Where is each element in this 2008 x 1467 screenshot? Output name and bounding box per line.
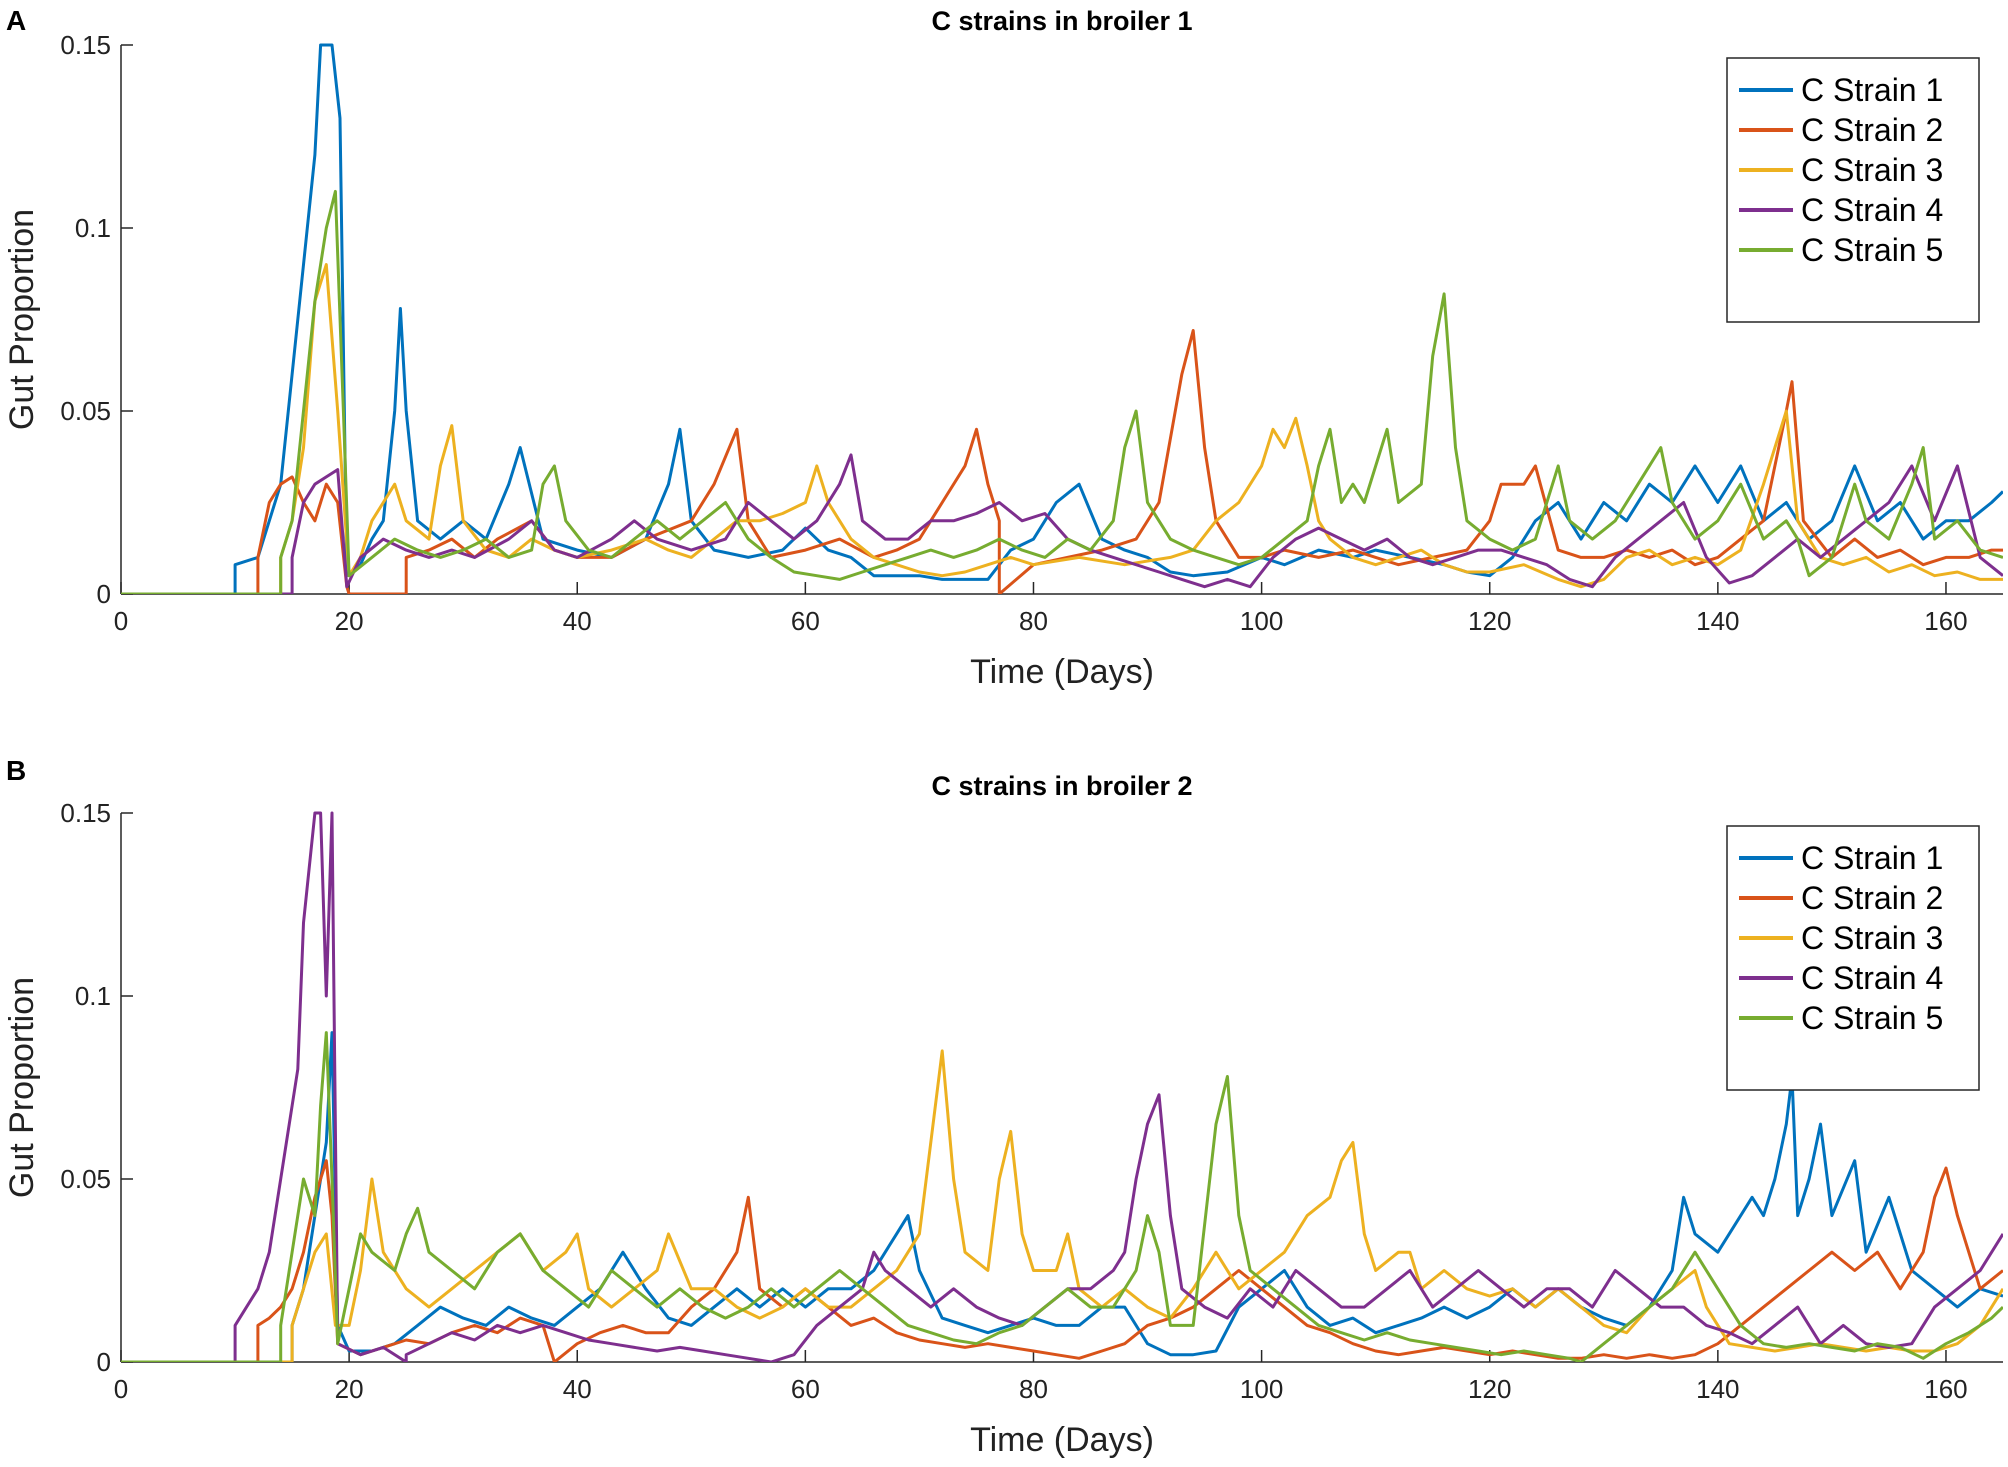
x-tick-label: 140: [1696, 606, 1739, 636]
y-tick-label: 0.15: [60, 30, 111, 60]
x-tick-label: 80: [1019, 606, 1048, 636]
legend-label-strain-3: C Strain 3: [1801, 920, 1943, 956]
x-tick-label: 40: [563, 1374, 592, 1404]
panel-b-chart: B C strains in broiler 2 0 20 40 60 80 100 120 14…: [3, 755, 2003, 1459]
y-tick-label: 0: [97, 1347, 111, 1377]
x-tick-label: 100: [1240, 606, 1283, 636]
x-tick-label: 80: [1019, 1374, 1048, 1404]
legend-label-strain-2: C Strain 2: [1801, 112, 1943, 148]
y-tick-label: 0.1: [75, 213, 111, 243]
series-line-strain-5: [121, 189, 2003, 594]
x-tick-label: 40: [563, 606, 592, 636]
y-tick-label: 0.05: [60, 1164, 111, 1194]
series-line-strain-1: [121, 1031, 2003, 1362]
legend-label-strain-4: C Strain 4: [1801, 960, 1943, 996]
chart-title: C strains in broiler 2: [931, 771, 1192, 801]
series-line-strain-3: [121, 263, 2003, 594]
y-tick-label: 0: [97, 579, 111, 609]
legend-box: [1726, 57, 1980, 323]
series-group: [121, 43, 2003, 594]
panel-a-chart: A C strains in broiler 1 0 20 40 60 80 100 120 14…: [3, 5, 2003, 691]
series-line-strain-4: [121, 453, 2003, 594]
panel-label: B: [6, 755, 26, 786]
series-line-strain-4: [121, 811, 2003, 1362]
legend: C Strain 1 C Strain 2 C Strain 3 C Strain 4…: [1726, 57, 1980, 323]
x-tick-label: 100: [1240, 1374, 1283, 1404]
legend-label-strain-5: C Strain 5: [1801, 232, 1943, 268]
x-tick-label: 0: [114, 1374, 128, 1404]
legend-label-strain-1: C Strain 1: [1801, 72, 1943, 108]
series-line-strain-3: [121, 1049, 2003, 1362]
series-group: [121, 811, 2003, 1362]
legend-label-strain-4: C Strain 4: [1801, 192, 1943, 228]
y-tick-label: 0.05: [60, 396, 111, 426]
x-tick-label: 120: [1468, 1374, 1511, 1404]
x-tick-label: 140: [1696, 1374, 1739, 1404]
legend-label-strain-2: C Strain 2: [1801, 880, 1943, 916]
x-tick-label: 20: [335, 606, 364, 636]
x-axis-label: Time (Days): [970, 653, 1154, 691]
legend-label-strain-1: C Strain 1: [1801, 840, 1943, 876]
legend-label-strain-3: C Strain 3: [1801, 152, 1943, 188]
legend: C Strain 1 C Strain 2 C Strain 3 C Strain 4…: [1726, 825, 1980, 1091]
x-tick-label: 120: [1468, 606, 1511, 636]
x-tick-label: 20: [335, 1374, 364, 1404]
series-line-strain-1: [121, 43, 2003, 594]
x-tick-label: 160: [1924, 606, 1967, 636]
y-tick-label: 0.15: [60, 798, 111, 828]
x-tick-label: 160: [1924, 1374, 1967, 1404]
y-tick-label: 0.1: [75, 981, 111, 1011]
x-tick-label: 0: [114, 606, 128, 636]
y-axis-label: Gut Proportion: [3, 209, 41, 430]
panel-label: A: [6, 5, 26, 36]
x-axis-label: Time (Days): [970, 1421, 1154, 1459]
series-line-strain-5: [121, 1031, 2003, 1362]
legend-label-strain-5: C Strain 5: [1801, 1000, 1943, 1036]
chart-title: C strains in broiler 1: [931, 6, 1192, 36]
legend-box: [1726, 825, 1980, 1091]
x-tick-label: 60: [791, 1374, 820, 1404]
x-tick-label: 60: [791, 606, 820, 636]
y-axis-label: Gut Proportion: [3, 977, 41, 1198]
